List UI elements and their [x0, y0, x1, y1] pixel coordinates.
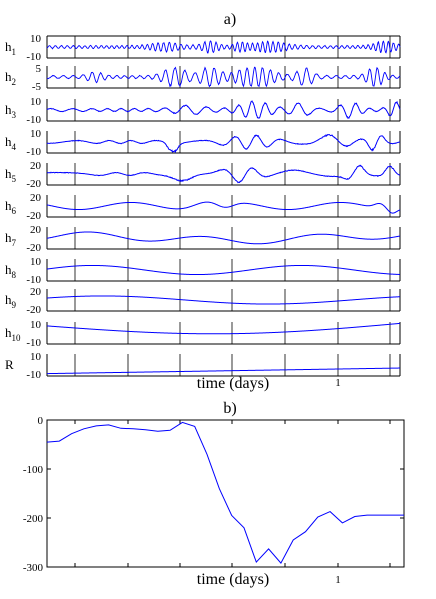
panel-a-stack: 10 -10 h1 5 -5 h2 10 -10 h3 10 -10 h4 20 -20 h5 20 -20 h6…	[5, 33, 401, 381]
y-tick-label: 10	[30, 319, 42, 331]
series-line	[46, 421, 404, 564]
component-row-8: 10 -10 h8	[5, 256, 401, 286]
component-row-2: 5 -5 h2	[5, 63, 401, 93]
y-tick-label: -20	[26, 210, 41, 222]
y-tick-label: -10	[26, 114, 41, 126]
y-tick-label: -10	[26, 146, 41, 158]
y-tick-label: 20	[30, 286, 42, 298]
y-tick-label: 0	[38, 415, 44, 427]
y-tick-label: -300	[23, 562, 44, 574]
component-row-3: 10 -10 h3	[5, 96, 401, 126]
component-row-5: 20 -20 h5	[5, 160, 401, 190]
row-label: R	[5, 357, 14, 372]
y-tick-label: -10	[26, 51, 41, 63]
row-label: h2	[5, 69, 16, 87]
row-label: h9	[5, 292, 17, 310]
y-tick-label: 10	[30, 351, 42, 363]
panel-a-x-tick-label: 1	[335, 377, 341, 389]
y-tick-label: 10	[30, 33, 42, 45]
y-tick-label: 5	[36, 63, 42, 75]
y-tick-label: -100	[23, 464, 44, 476]
component-series-line	[46, 40, 401, 54]
y-tick-label: -20	[26, 242, 41, 254]
panel-b-plot: 0 -100 -200 -300	[23, 415, 405, 574]
component-row-7: 20 -20 h7	[5, 224, 401, 254]
component-row-4: 10 -10 h4	[5, 128, 401, 158]
component-row-10: 10 -10 h10	[5, 319, 401, 349]
y-tick-label: -20	[26, 178, 41, 190]
y-tick-label: -10	[26, 274, 41, 286]
y-tick-label: 10	[30, 128, 42, 140]
panel-b-x-axis-label: time (days)	[197, 571, 269, 588]
row-label: h1	[5, 39, 16, 57]
component-series-line	[46, 264, 401, 276]
y-tick-label: 20	[30, 160, 42, 172]
panel-a-x-axis-label: time (days)	[197, 375, 269, 392]
component-row-6: 20 -20 h6	[5, 192, 401, 222]
component-series-line	[46, 295, 401, 305]
y-tick-label: -10	[26, 369, 41, 381]
y-tick-label: 20	[30, 192, 42, 204]
y-tick-label: 10	[30, 96, 42, 108]
panel-b-title: b)	[223, 400, 236, 417]
row-label: h3	[5, 102, 17, 120]
component-row-1: 10 -10 h1	[5, 33, 401, 63]
y-tick-label: 20	[30, 224, 42, 236]
component-series-line	[46, 231, 401, 245]
component-row-11: 10 -10 R	[5, 351, 401, 381]
y-tick-label: -5	[32, 81, 42, 93]
y-tick-label: -20	[26, 304, 41, 316]
component-series-line	[46, 322, 401, 335]
component-series-line	[46, 164, 401, 184]
row-label: h7	[5, 230, 17, 248]
component-row-9: 20 -20 h9	[5, 286, 401, 316]
plot-frame	[46, 419, 405, 568]
component-series-line	[46, 100, 401, 120]
row-label: h4	[5, 134, 17, 152]
panel-b-x-tick-label: 1	[335, 574, 341, 586]
y-tick-label: -10	[26, 337, 41, 349]
row-label: h8	[5, 262, 17, 280]
y-tick-label: 10	[30, 256, 42, 268]
row-label: h10	[5, 325, 21, 343]
panel-a-title: a)	[224, 11, 236, 28]
y-tick-label: -200	[23, 513, 44, 525]
row-label: h5	[5, 166, 17, 184]
component-series-line	[46, 201, 401, 214]
row-label: h6	[5, 198, 17, 216]
component-series-line	[46, 367, 400, 375]
component-series-line	[46, 66, 401, 88]
component-series-line	[46, 133, 401, 154]
